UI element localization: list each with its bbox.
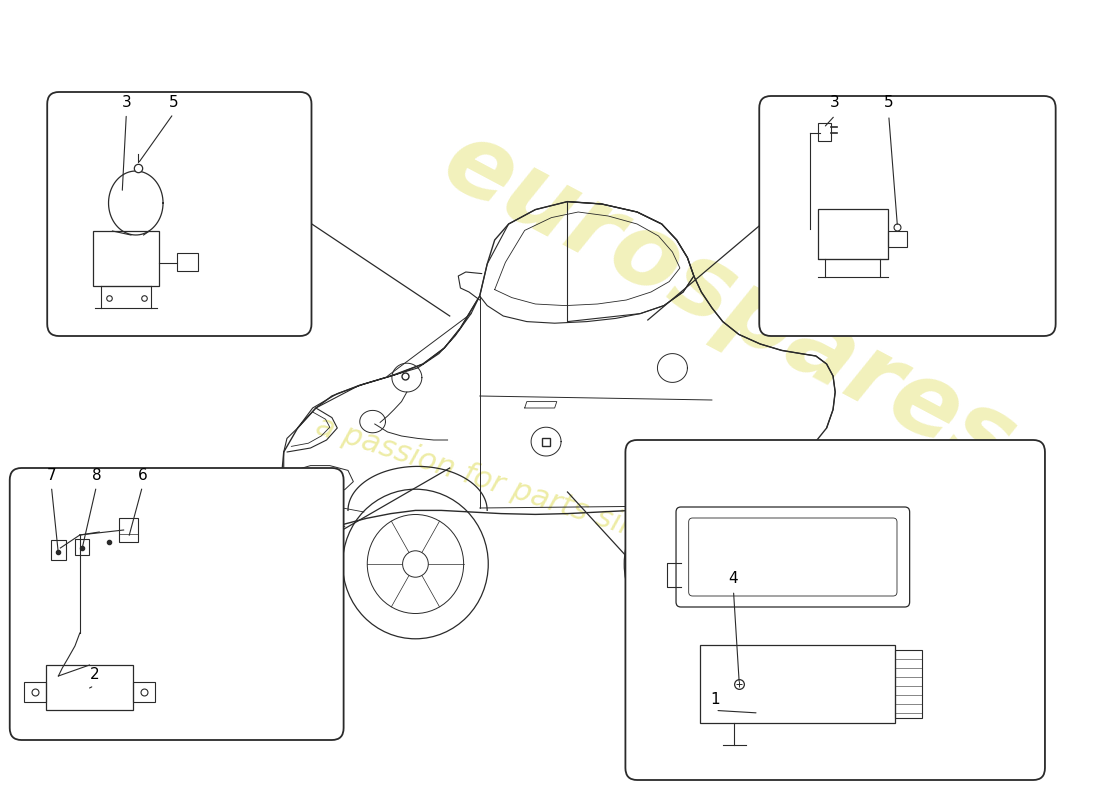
Text: eurospares: eurospares	[426, 113, 1031, 495]
Bar	[888, 231, 907, 247]
Bar	[94, 231, 160, 286]
Text: a passion for parts since 1985: a passion for parts since 1985	[311, 411, 759, 581]
Bar	[24, 682, 46, 702]
Bar	[46, 665, 133, 710]
FancyBboxPatch shape	[10, 468, 343, 740]
Bar	[51, 540, 66, 560]
Text: 3: 3	[830, 95, 840, 110]
Text: 2: 2	[89, 667, 99, 682]
Text: 6: 6	[138, 468, 147, 483]
Text: 5: 5	[884, 95, 893, 110]
Text: 7: 7	[46, 468, 56, 483]
Text: 4: 4	[728, 571, 738, 586]
Circle shape	[690, 549, 719, 579]
Bar	[817, 209, 888, 259]
Bar	[75, 539, 89, 555]
Text: 1: 1	[711, 692, 720, 707]
Bar	[133, 682, 155, 702]
Bar	[895, 650, 922, 718]
Bar	[119, 518, 139, 542]
Bar	[817, 123, 832, 141]
FancyBboxPatch shape	[47, 92, 311, 336]
Bar	[701, 645, 895, 723]
Bar	[177, 253, 198, 271]
Text: 3: 3	[121, 95, 131, 110]
Text: 5: 5	[168, 95, 178, 110]
FancyBboxPatch shape	[626, 440, 1045, 780]
Circle shape	[403, 550, 428, 578]
FancyBboxPatch shape	[759, 96, 1056, 336]
Text: 8: 8	[91, 468, 101, 483]
